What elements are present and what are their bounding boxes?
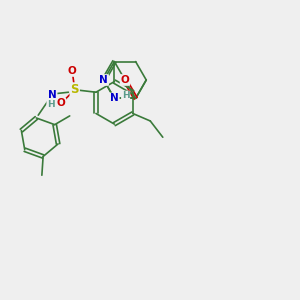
Text: O: O	[68, 66, 76, 76]
Text: N: N	[99, 75, 108, 85]
Text: N: N	[110, 93, 119, 103]
Text: H: H	[122, 92, 129, 100]
Text: O: O	[121, 75, 129, 85]
Text: O: O	[57, 98, 65, 109]
Text: S: S	[70, 83, 79, 96]
Text: N: N	[48, 90, 57, 100]
Text: H: H	[47, 100, 55, 109]
